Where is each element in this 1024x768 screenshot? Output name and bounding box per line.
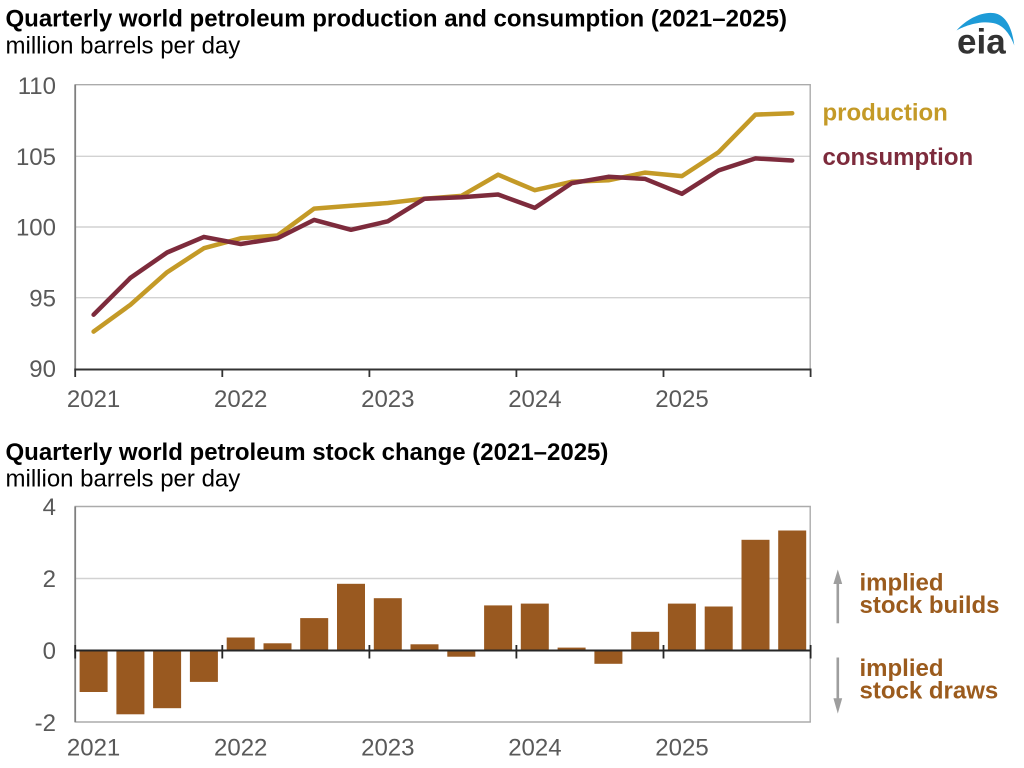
- svg-text:95: 95: [29, 285, 56, 312]
- svg-text:110: 110: [18, 73, 56, 100]
- svg-text:2021: 2021: [67, 386, 120, 413]
- svg-text:2023: 2023: [361, 386, 414, 413]
- svg-text:2025: 2025: [655, 386, 708, 413]
- svg-text:stock draws: stock draws: [860, 678, 999, 705]
- svg-text:stock builds: stock builds: [860, 592, 1000, 619]
- svg-text:million barrels per day: million barrels per day: [6, 33, 241, 60]
- svg-text:implied: implied: [860, 570, 944, 597]
- svg-text:Quarterly world petroleum stoc: Quarterly world petroleum stock change (…: [6, 439, 609, 466]
- svg-text:production: production: [823, 100, 948, 127]
- svg-text:implied: implied: [860, 655, 944, 682]
- svg-text:2023: 2023: [361, 735, 414, 762]
- svg-text:2024: 2024: [508, 735, 561, 762]
- svg-text:eia: eia: [957, 23, 1006, 62]
- svg-text:2025: 2025: [655, 735, 708, 762]
- svg-text:2021: 2021: [67, 735, 120, 762]
- svg-text:2024: 2024: [508, 386, 561, 413]
- svg-text:100: 100: [16, 215, 56, 242]
- svg-text:2022: 2022: [214, 386, 267, 413]
- svg-text:2022: 2022: [214, 735, 267, 762]
- svg-text:2: 2: [43, 566, 56, 593]
- svg-text:-2: -2: [35, 710, 56, 737]
- svg-text:0: 0: [43, 638, 56, 665]
- svg-text:Quarterly world petroleum prod: Quarterly world petroleum production and…: [6, 6, 787, 33]
- svg-text:million barrels per day: million barrels per day: [6, 466, 241, 493]
- svg-text:105: 105: [16, 144, 56, 171]
- svg-text:4: 4: [43, 494, 56, 521]
- svg-text:consumption: consumption: [823, 144, 974, 171]
- svg-text:90: 90: [29, 356, 56, 383]
